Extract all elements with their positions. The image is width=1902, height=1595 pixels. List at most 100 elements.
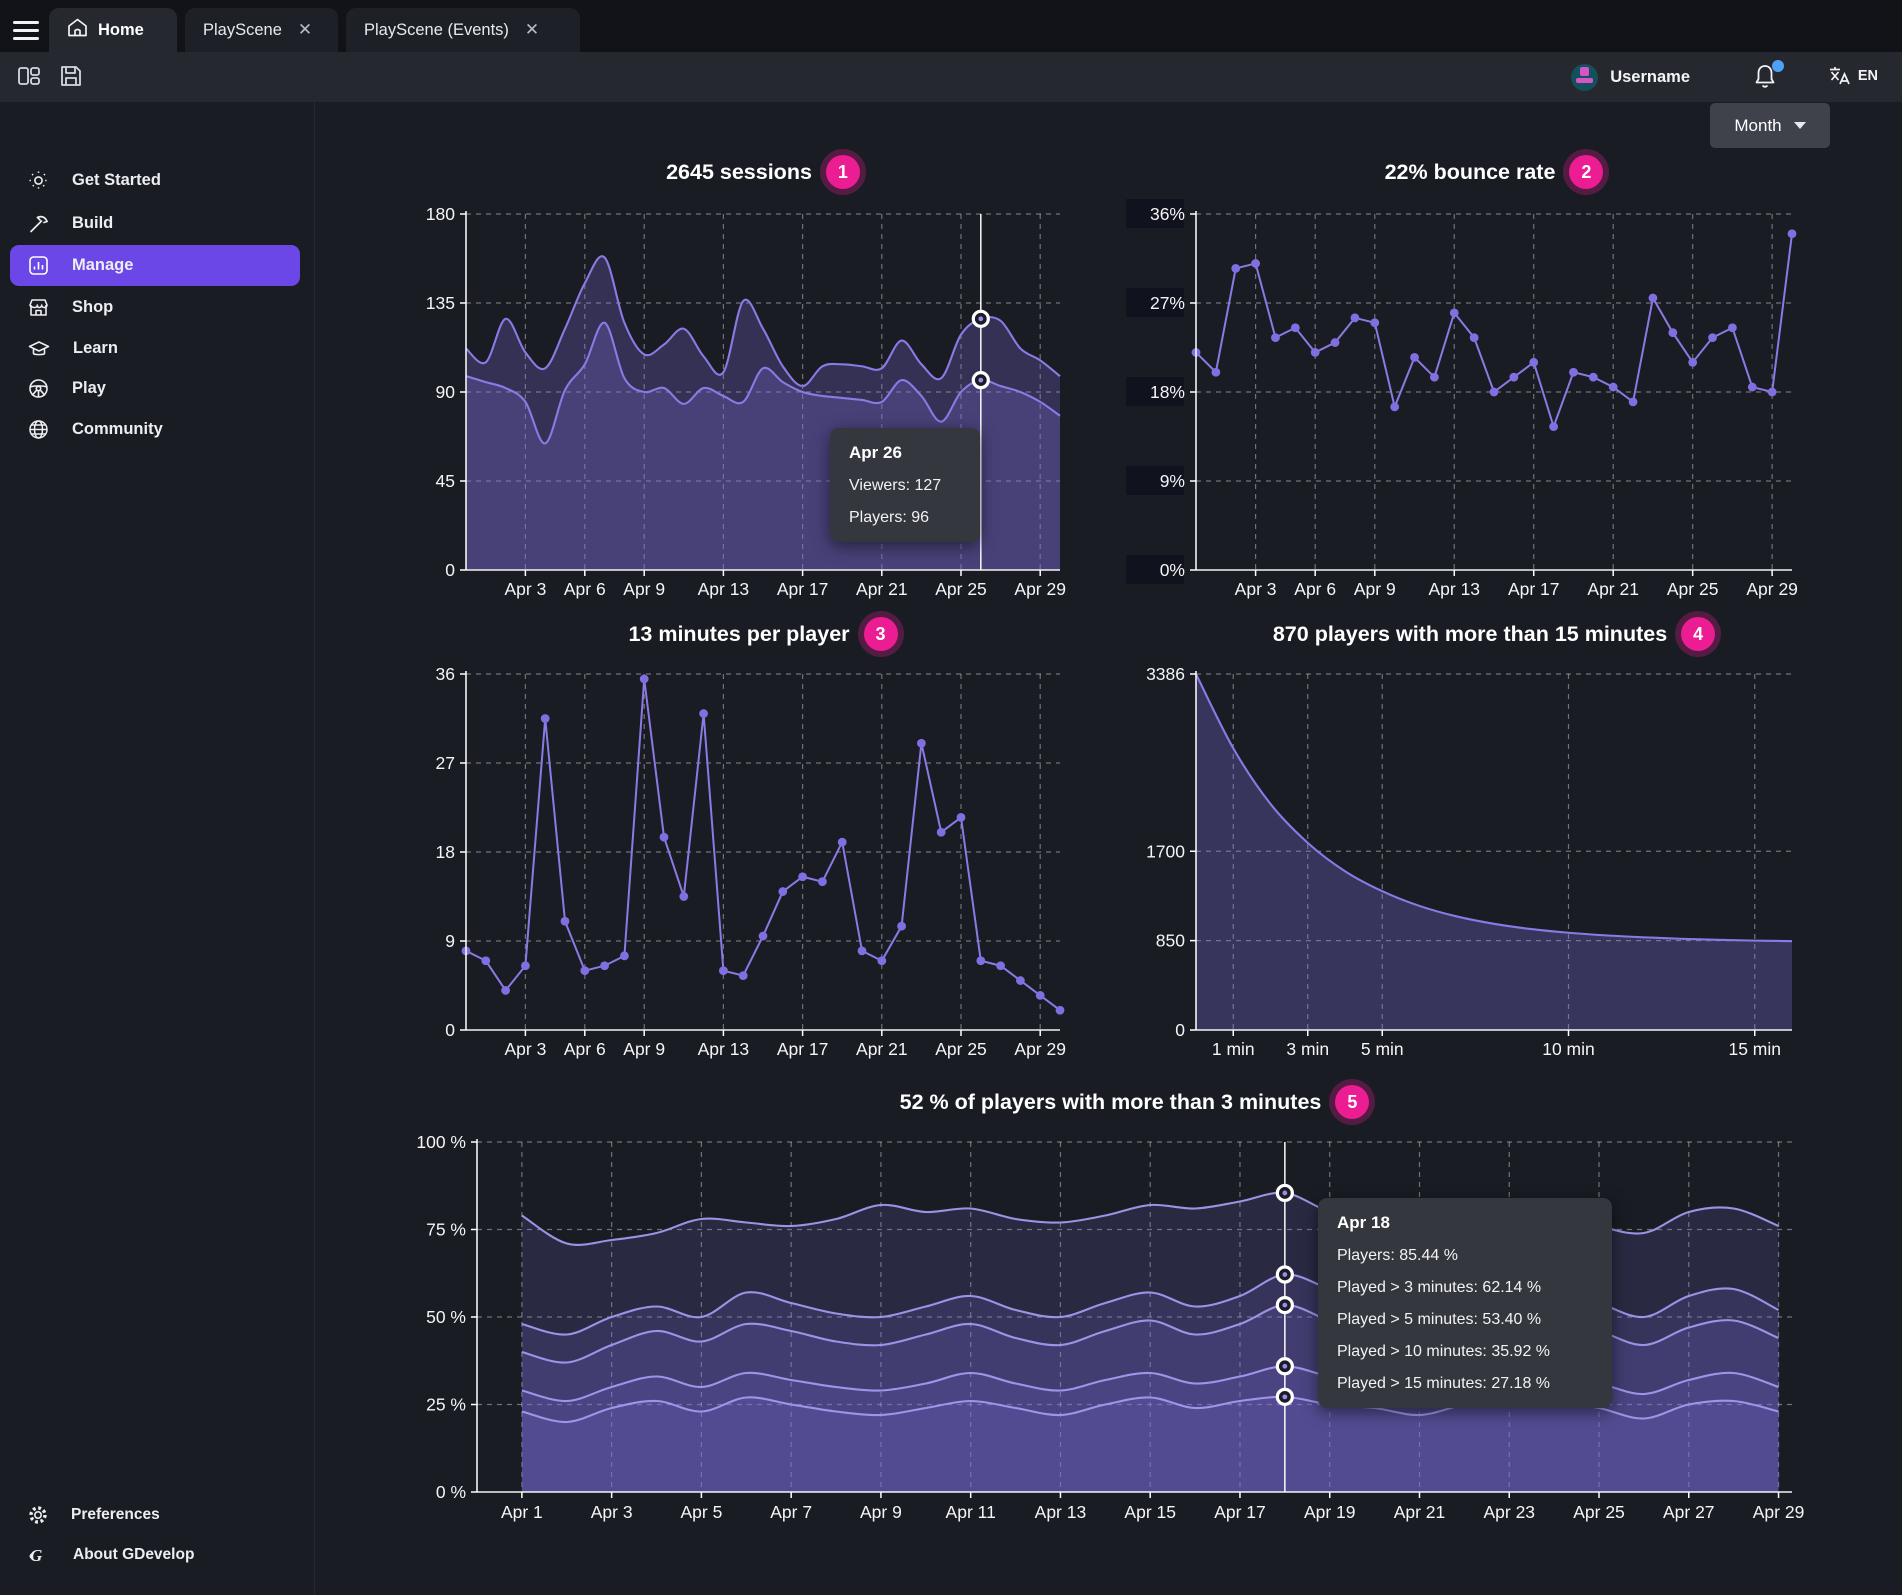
svg-text:Apr 9: Apr 9 — [860, 1502, 902, 1522]
sidebar-item-label: Get Started — [72, 171, 161, 189]
chart-title: 2645 sessions — [666, 159, 812, 184]
svg-text:180: 180 — [426, 204, 455, 224]
close-tab-icon[interactable]: ✕ — [524, 20, 540, 39]
svg-text:36: 36 — [436, 664, 455, 684]
tooltip-line: Played > 5 minutes: 53.40 % — [1337, 1311, 1542, 1328]
save-icon[interactable] — [58, 63, 86, 91]
tab-label: Home — [98, 20, 144, 39]
tab-label: PlayScene — [203, 20, 282, 39]
svg-text:Apr 27: Apr 27 — [1663, 1502, 1715, 1522]
svg-text:Apr 7: Apr 7 — [770, 1502, 812, 1522]
svg-text:Apr 29: Apr 29 — [1014, 579, 1066, 599]
svg-text:Apr 6: Apr 6 — [564, 1039, 606, 1059]
svg-text:9%: 9% — [1160, 471, 1185, 491]
tooltip-line: Viewers: 127 — [849, 477, 942, 494]
toolbar: Username EN — [0, 52, 1902, 102]
chart-duration-levels-title-row: 52 % of players with more than 3 minutes… — [477, 1085, 1792, 1119]
notifications-button[interactable] — [1752, 60, 1784, 93]
layout-columns-icon[interactable] — [16, 63, 44, 91]
sidebar-item-community[interactable]: Community — [10, 409, 300, 450]
svg-text:18%: 18% — [1150, 382, 1185, 402]
chart-title: 22% bounce rate — [1384, 159, 1556, 184]
step-badge-4: 4 — [1681, 617, 1716, 651]
tab-playscene-events[interactable]: PlayScene (Events) ✕ — [346, 8, 580, 52]
svg-text:Apr 17: Apr 17 — [1214, 1502, 1266, 1522]
svg-text:5 min: 5 min — [1361, 1039, 1404, 1059]
translate-icon — [1829, 67, 1850, 85]
tooltip-line: Players: 96 — [849, 509, 930, 526]
chart-sessions-title-row: 2645 sessions 1 — [466, 155, 1060, 189]
globe-icon — [29, 420, 48, 439]
svg-text:Apr 25: Apr 25 — [1573, 1502, 1625, 1522]
sidebar-item-label: Build — [72, 214, 114, 232]
step-badge-3: 3 — [863, 617, 898, 651]
graduation-cap-icon — [28, 340, 50, 355]
svg-text:25 %: 25 % — [426, 1395, 466, 1415]
sidebar-item-learn[interactable]: Learn — [10, 328, 300, 369]
period-value: Month — [1734, 115, 1782, 135]
sidebar-item-label: Play — [72, 379, 106, 397]
chart-title: 13 minutes per player — [628, 621, 850, 646]
svg-text:15 min: 15 min — [1728, 1039, 1781, 1059]
sidebar-item-shop[interactable]: Shop — [10, 287, 300, 328]
chevron-down-icon — [1793, 122, 1806, 129]
svg-text:Apr 21: Apr 21 — [1394, 1502, 1446, 1522]
sidebar-item-manage[interactable]: Manage — [10, 245, 300, 286]
svg-text:Apr 25: Apr 25 — [1667, 579, 1719, 599]
user-menu[interactable]: Username — [1571, 52, 1690, 102]
svg-text:Apr 25: Apr 25 — [935, 579, 987, 599]
sidebar-item-play[interactable]: Play — [10, 368, 300, 409]
svg-text:Apr 21: Apr 21 — [856, 579, 908, 599]
sidebar-item-get-started[interactable]: Get Started — [10, 160, 300, 201]
svg-text:10 min: 10 min — [1542, 1039, 1595, 1059]
svg-text:Apr 25: Apr 25 — [935, 1039, 987, 1059]
pickaxe-icon — [30, 215, 48, 233]
close-tab-icon[interactable]: ✕ — [297, 20, 313, 39]
svg-text:Apr 1: Apr 1 — [501, 1502, 543, 1522]
sidebar-item-label: Manage — [72, 256, 134, 274]
svg-text:Apr 15: Apr 15 — [1124, 1502, 1176, 1522]
svg-text:Apr 23: Apr 23 — [1483, 1502, 1535, 1522]
svg-text:Apr 13: Apr 13 — [698, 579, 750, 599]
svg-text:Apr 21: Apr 21 — [1587, 579, 1639, 599]
svg-text:Apr 9: Apr 9 — [1354, 579, 1396, 599]
svg-text:0: 0 — [445, 560, 455, 580]
tab-home[interactable]: Home — [49, 8, 177, 52]
step-badge-5: 5 — [1335, 1085, 1370, 1119]
sun-icon — [29, 171, 48, 190]
footer-item-label: Preferences — [71, 1506, 160, 1523]
svg-text:9: 9 — [445, 931, 455, 951]
svg-text:75 %: 75 % — [426, 1220, 466, 1240]
svg-text:3 min: 3 min — [1286, 1039, 1329, 1059]
preferences-button[interactable]: Preferences — [10, 1496, 300, 1534]
sidebar-item-label: Community — [72, 420, 163, 438]
tooltip-date: Apr 18 — [1337, 1213, 1390, 1232]
sidebar-item-label: Learn — [73, 339, 118, 357]
svg-text:Apr 13: Apr 13 — [1428, 579, 1480, 599]
sidebar-item-build[interactable]: Build — [10, 203, 300, 244]
chart-title: 870 players with more than 15 minutes — [1272, 621, 1668, 646]
sidebar-item-label: Shop — [72, 298, 114, 316]
svg-text:Apr 3: Apr 3 — [504, 579, 546, 599]
footer-item-label: About GDevelop — [73, 1546, 195, 1563]
tab-playscene[interactable]: PlayScene ✕ — [185, 8, 338, 52]
gear-icon — [29, 1506, 47, 1524]
svg-text:135: 135 — [426, 293, 455, 313]
hamburger-menu-icon[interactable] — [13, 21, 39, 41]
avatar — [1571, 63, 1599, 91]
svg-text:1700: 1700 — [1146, 841, 1185, 861]
language-selector[interactable]: EN — [1828, 65, 1878, 87]
tab-bar: Home PlayScene ✕ PlayScene (Events) ✕ — [0, 0, 1902, 52]
svg-text:27%: 27% — [1150, 293, 1185, 313]
svg-text:0 %: 0 % — [436, 1482, 466, 1502]
svg-text:3386: 3386 — [1146, 664, 1185, 684]
about-gdevelop-button[interactable]: G About GDevelop — [10, 1536, 300, 1574]
svg-text:Apr 29: Apr 29 — [1014, 1039, 1066, 1059]
svg-text:Apr 29: Apr 29 — [1753, 1502, 1805, 1522]
tooltip-line: Played > 15 minutes: 27.18 % — [1337, 1375, 1551, 1392]
svg-text:Apr 29: Apr 29 — [1746, 579, 1798, 599]
period-dropdown[interactable]: Month — [1710, 103, 1830, 148]
chart-minutes-title-row: 13 minutes per player 3 — [466, 617, 1060, 651]
